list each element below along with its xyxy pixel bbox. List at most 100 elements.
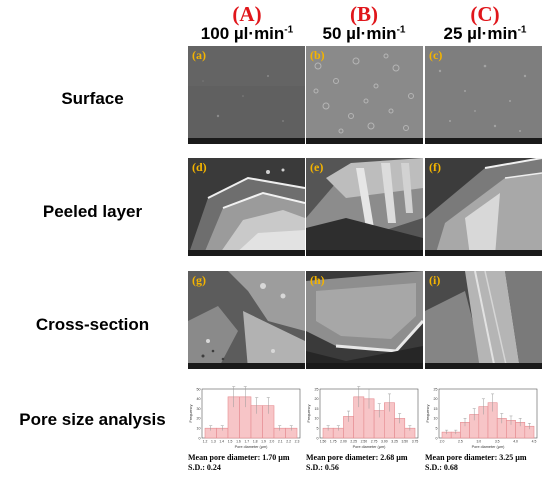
- x-tick-label: 1.75: [330, 440, 337, 444]
- y-tick-label: 5: [317, 427, 319, 431]
- sem-panel-f: (f): [425, 158, 542, 256]
- x-tick-label: 3.50: [401, 440, 408, 444]
- y-tick-label: 25: [315, 387, 319, 391]
- row-label-cross-section: Cross-section: [35, 315, 150, 334]
- sem-info-bar: [425, 138, 542, 144]
- x-tick-label: 2.00: [340, 440, 347, 444]
- x-tick-label: 2.25: [350, 440, 357, 444]
- y-tick-label: 25: [434, 387, 438, 391]
- sem-info-bar: [188, 250, 305, 256]
- sem-panel-c: (c): [425, 46, 542, 144]
- x-tick-label: 3.0: [476, 440, 481, 444]
- y-tick-label: 0: [199, 436, 201, 440]
- mean-pore-diameter-b: Mean pore diameter: 2.68 µm: [306, 453, 408, 462]
- sem-texture-d: [188, 158, 305, 256]
- sem-panel-h: (h): [306, 271, 423, 369]
- x-tick-label: 1.9: [261, 440, 266, 444]
- x-tick-label: 1.8: [253, 440, 258, 444]
- column-c-rate: 25 µl·min-1: [443, 24, 527, 43]
- y-tick-label: 0: [436, 436, 438, 440]
- sem-info-bar: [188, 138, 305, 144]
- y-tick-label: 0: [317, 436, 319, 440]
- x-tick-label: 4.5: [532, 440, 537, 444]
- x-tick-label: 2.3: [295, 440, 300, 444]
- sem-texture-e: [306, 158, 423, 256]
- y-tick-label: 20: [197, 417, 201, 421]
- row-label-surface: Surface: [61, 89, 124, 108]
- sem-info-bar: [425, 363, 542, 369]
- sem-info-bar: [188, 363, 305, 369]
- x-tick-label: 3.25: [391, 440, 398, 444]
- sem-panel-a: (a): [188, 46, 305, 144]
- column-a-rate: 100 µl·min-1: [200, 24, 294, 43]
- x-tick-label: 1.4: [219, 440, 224, 444]
- sem-texture-c: [425, 46, 542, 144]
- sem-info-bar: [425, 250, 542, 256]
- column-b-letter: (B): [350, 2, 378, 26]
- y-tick-label: 15: [434, 407, 438, 411]
- sem-texture-g: [188, 271, 305, 369]
- x-tick-label: 1.50: [320, 440, 327, 444]
- sem-panel-g: (g): [188, 271, 305, 369]
- sem-texture-b: [306, 46, 423, 144]
- panel-label: (h): [310, 273, 325, 287]
- sd-c: S.D.: 0.68: [425, 463, 458, 472]
- mean-pore-diameter-c: Mean pore diameter: 3.25 µm: [425, 453, 527, 462]
- x-tick-label: 2.0: [270, 440, 275, 444]
- x-tick-label: 2.50: [361, 440, 368, 444]
- y-tick-label: 10: [315, 417, 319, 421]
- sem-panel-d: (d): [188, 158, 305, 256]
- mean-pore-diameter-a: Mean pore diameter: 1.70 µm: [188, 453, 290, 462]
- y-tick-label: 10: [434, 417, 438, 421]
- panel-label: (d): [192, 160, 207, 174]
- sem-texture-f: [425, 158, 542, 256]
- sem-info-bar: [306, 250, 423, 256]
- panel-label: (c): [429, 48, 443, 62]
- column-c-letter: (C): [470, 2, 500, 26]
- x-tick-label: 1.7: [244, 440, 249, 444]
- x-tick-label: 2.5: [458, 440, 463, 444]
- sem-panel-b: (b): [306, 46, 423, 144]
- x-tick-label: 2.75: [371, 440, 378, 444]
- sem-texture-h: [306, 271, 423, 369]
- x-axis-label: Pore diameter (µm): [472, 445, 506, 449]
- panel-label: (f): [429, 160, 441, 174]
- x-tick-label: 2.1: [278, 440, 283, 444]
- histogram-c: 0 5 10 15 20 25 2.0 2.5 3.0 3.5 4.0 4.5 Pore diamete…: [425, 384, 542, 452]
- x-tick-label: 1.6: [236, 440, 241, 444]
- y-tick-label: 30: [197, 407, 201, 411]
- row-label-pore-size-analysis: Pore size analysis: [19, 410, 166, 429]
- sem-panel-i: (i): [425, 271, 542, 369]
- x-tick-label: 2.2: [286, 440, 291, 444]
- column-a-letter: (A): [232, 2, 262, 26]
- sem-info-bar: [306, 138, 423, 144]
- y-tick-label: 20: [315, 397, 319, 401]
- panel-label: (g): [192, 273, 206, 287]
- sd-b: S.D.: 0.56: [306, 463, 339, 472]
- x-axis-label: Pore diameter (µm): [353, 445, 387, 449]
- sem-panel-e: (e): [306, 158, 423, 256]
- y-tick-label: 15: [315, 407, 319, 411]
- y-tick-label: 20: [434, 397, 438, 401]
- x-tick-label: 2.0: [440, 440, 445, 444]
- x-axis-label: Pore diameter (µm): [235, 445, 269, 449]
- x-tick-label: 3.75: [412, 440, 419, 444]
- x-tick-label: 1.5: [228, 440, 233, 444]
- column-b-rate: 50 µl·min-1: [322, 24, 406, 43]
- row-label-peeled-layer: Peeled layer: [42, 202, 143, 221]
- x-tick-label: 4.0: [513, 440, 518, 444]
- panel-label: (i): [429, 273, 441, 287]
- y-tick-label: 10: [197, 427, 201, 431]
- y-axis-label: Frequency: [307, 404, 311, 422]
- x-tick-label: 1.3: [211, 440, 216, 444]
- panel-label: (a): [192, 48, 206, 62]
- sem-texture-i: [425, 271, 542, 369]
- y-tick-label: 50: [197, 387, 201, 391]
- sem-texture-a: [188, 46, 305, 144]
- y-tick-label: 5: [436, 427, 438, 431]
- x-tick-label: 1.2: [203, 440, 208, 444]
- sem-info-bar: [306, 363, 423, 369]
